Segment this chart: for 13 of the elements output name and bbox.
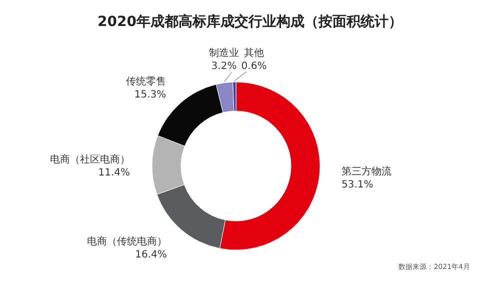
- data-label: 0.6%: [241, 61, 267, 72]
- slice-label: 传统零售: [126, 75, 166, 88]
- slice-label: 制造业: [209, 47, 239, 59]
- data-label: 53.1%: [342, 179, 374, 190]
- slice-label: 其他: [244, 47, 264, 59]
- slice-label: 电商（传统电商）: [86, 235, 167, 248]
- chart-title: 2020年成都高标库成交行业构成（按面积统计）: [98, 13, 402, 30]
- data-label: 15.3%: [134, 89, 166, 100]
- data-label: 16.4%: [135, 249, 167, 260]
- slice-label: 电商（社区电商）: [50, 154, 130, 166]
- slice-label: 第三方物流: [342, 165, 392, 178]
- data-label: 3.2%: [211, 61, 237, 72]
- data-label: 11.4%: [98, 168, 130, 179]
